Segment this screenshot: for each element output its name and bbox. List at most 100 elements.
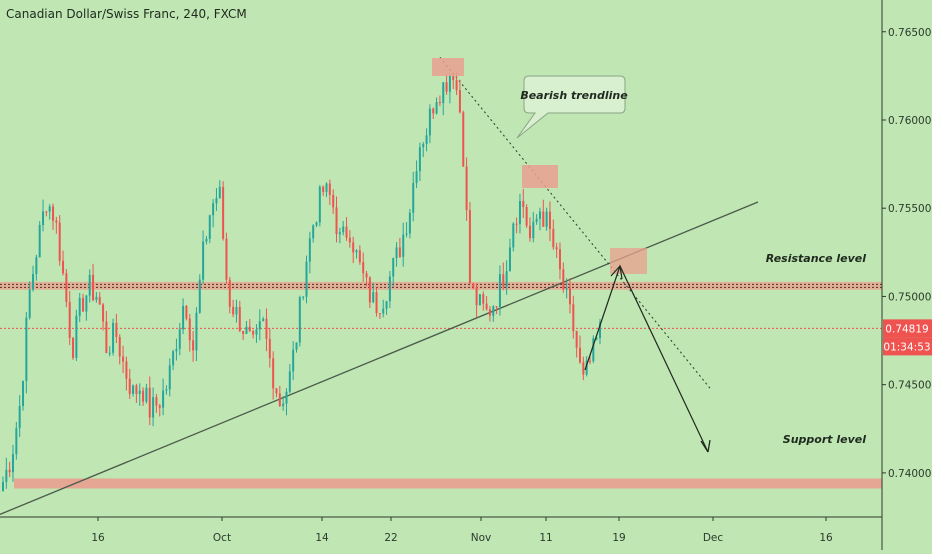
candle-body [455,80,458,91]
candle [295,342,298,353]
candle-body [85,295,88,312]
candle-body [358,250,361,263]
candle-body [475,287,478,306]
candle-body [498,274,501,308]
candle [142,387,145,406]
candle [12,444,15,482]
candle-body [382,308,385,314]
candle [582,356,585,381]
candle-body [402,234,405,257]
candle-body [55,220,58,223]
candle-body [508,247,511,272]
candle [225,232,228,284]
candle [218,180,221,199]
candle [505,260,508,295]
candle-body [132,385,135,394]
candle [458,79,461,114]
candle [235,299,238,323]
candle [255,324,258,343]
candle [102,302,105,331]
candle [35,254,38,281]
candle-body [238,306,241,331]
candle-body [225,238,228,280]
candle-body [242,330,245,334]
candle [362,252,365,282]
candle-body [338,232,341,235]
candle [98,292,101,305]
candle [385,300,388,315]
candle [578,335,581,364]
candle-body [232,306,235,315]
candle [28,281,31,320]
candle [155,393,158,413]
x-tick-label: 22 [384,532,397,544]
candle [298,295,301,347]
candle [75,309,78,361]
candle [448,72,451,104]
candle-body [335,207,338,235]
candle-body [188,318,191,341]
candle [352,236,355,264]
swing-high-box-2 [522,165,558,188]
candle [565,278,568,299]
candle-body [108,352,111,354]
candle [522,189,525,219]
y-tick-label: 0.74000 [888,468,931,480]
candle [18,395,21,438]
candle-body [115,322,118,338]
candle-body [8,469,11,473]
candle-body [218,186,221,199]
candle-body [438,102,441,104]
candle [208,214,211,244]
candle-body [68,302,71,339]
candle-body [555,247,558,250]
candle [38,221,41,258]
candle-body [308,238,311,262]
candle-body [362,262,365,274]
countdown-bg [883,337,932,356]
candle-body [15,428,18,455]
y-tick-label: 0.76500 [888,27,931,39]
candle [475,283,478,318]
candle [305,255,308,304]
candle-body [312,225,315,239]
candle [468,202,471,284]
candle-body [528,225,531,239]
candle-body [305,261,308,297]
candle [268,328,271,368]
candle-body [268,338,271,359]
candle [538,207,541,231]
candle [328,179,331,206]
candle [232,299,235,318]
candle [145,383,148,404]
candle [288,364,291,394]
candle-body [172,351,175,366]
candle-body [295,342,298,350]
candle-body [248,326,251,331]
candle [182,298,185,335]
candle [428,104,431,144]
candle-body [258,321,261,330]
candle [1,476,5,492]
candle [252,329,255,339]
candle-body [125,361,128,379]
candle-body [175,348,178,352]
x-tick-label: Dec [703,532,724,544]
candle [358,245,361,265]
candle [238,300,241,333]
candle [32,265,35,292]
candle [495,305,498,315]
candle [138,383,141,406]
candle [162,378,165,416]
candle [498,265,501,316]
candle-body [275,388,278,394]
zones-layer [0,281,882,489]
candle-body [582,362,585,375]
candle-body [118,337,121,357]
candle [25,311,28,394]
candle-body [572,304,575,332]
candle [308,231,311,274]
candle-body [342,226,345,233]
candle [5,457,8,489]
